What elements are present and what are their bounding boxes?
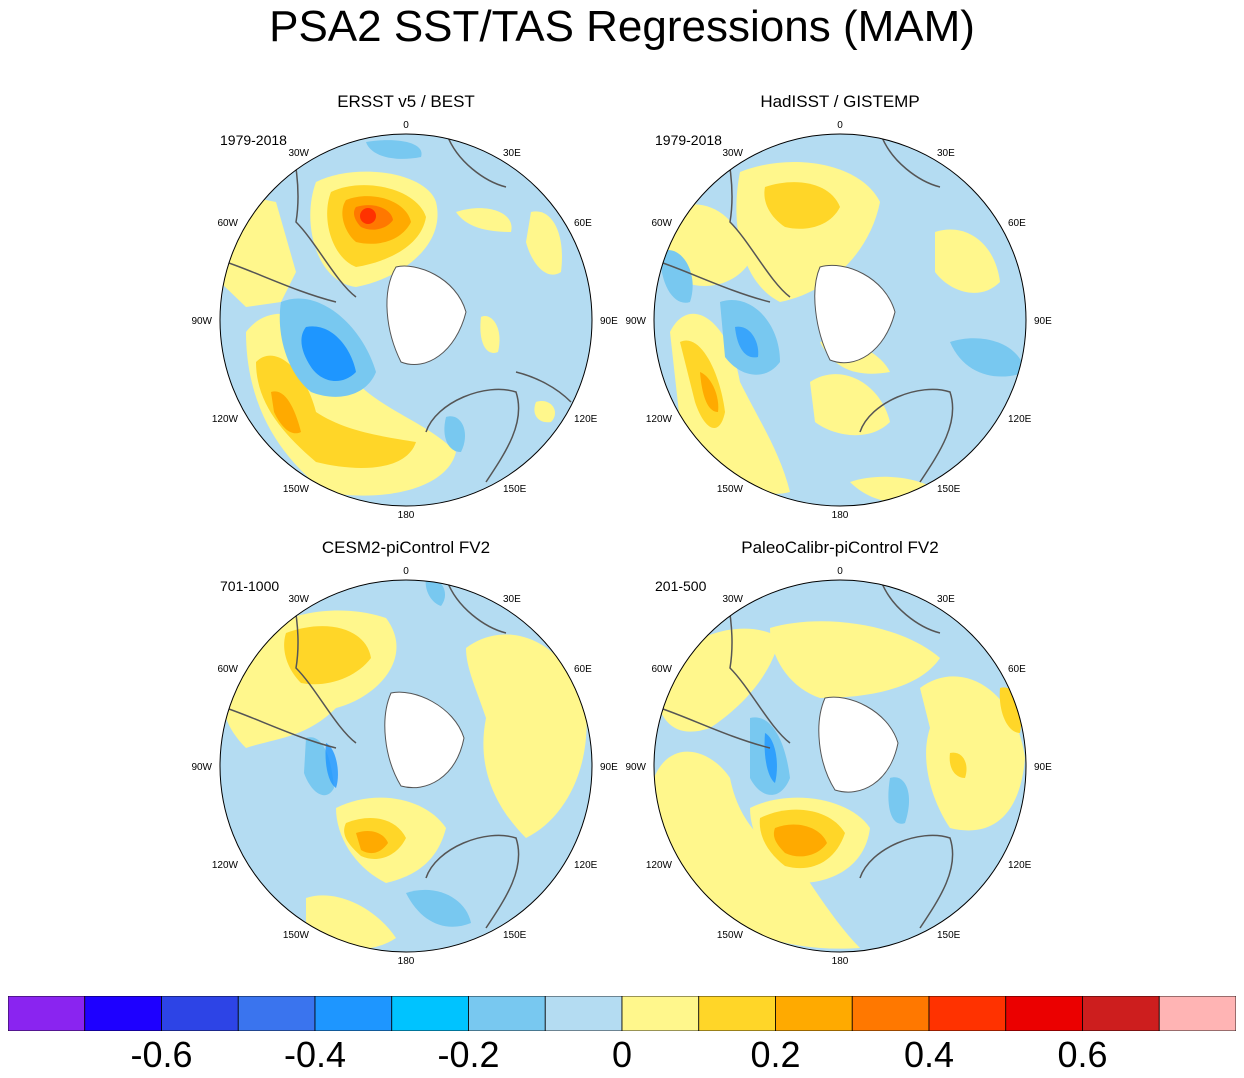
lon-label: 90E (1034, 762, 1052, 773)
lon-label: 180 (832, 510, 849, 521)
colorbar-box (84, 996, 162, 1031)
lon-label: 90W (625, 316, 646, 327)
lon-label: 150E (503, 484, 527, 495)
colorbar-tick-label: 0.2 (750, 1034, 801, 1075)
lon-label: 120E (574, 414, 598, 425)
longitude-labels: 0 30E 60E 90E 120E 150E 180 150W 120W 90… (625, 120, 1052, 521)
colorbar-box (161, 996, 239, 1031)
lon-label: 30E (937, 594, 955, 605)
colorbar-box (1082, 996, 1160, 1031)
colorbar-tick-label: -0.6 (130, 1034, 193, 1075)
lon-label: 150E (503, 930, 527, 941)
colorbar-tick-label: 0 (611, 1034, 633, 1075)
longitude-labels: 0 30E 60E 90E 120E 150E 180 150W 120W 90… (191, 566, 618, 967)
map-panel-hadisst-gistemp: HadISST / GISTEMP 1979-2018 (620, 92, 1060, 532)
lon-label: 60E (1008, 664, 1026, 675)
page-title: PSA2 SST/TAS Regressions (MAM) (269, 2, 975, 51)
lon-label: 60W (651, 664, 672, 675)
map-panel-paleocalibr-picontrol: PaleoCalibr-piControl FV2 201-500 0 (620, 538, 1060, 978)
lon-label: 120E (1008, 414, 1032, 425)
lon-label: 150W (283, 930, 310, 941)
panel-period: 1979-2018 (655, 132, 722, 148)
lon-label: 120E (1008, 860, 1032, 871)
lon-label: 90W (191, 762, 212, 773)
panel-title: CESM2-piControl FV2 (321, 538, 491, 557)
colorbar-box (1005, 996, 1083, 1031)
lon-label: 120W (212, 414, 239, 425)
lon-label: 120E (574, 860, 598, 871)
map-panel-cesm2-picontrol: CESM2-piControl FV2 701-1000 0 30E (186, 538, 626, 978)
colorbar-box (621, 996, 700, 1031)
lon-label: 60E (574, 218, 592, 229)
lon-label: 90W (191, 316, 212, 327)
map-panel-ersst-best: ERSST v5 / BEST 1979-2018 (186, 92, 626, 532)
lon-label: 150E (937, 930, 961, 941)
panel-title: PaleoCalibr-piControl FV2 (741, 538, 939, 557)
lon-label: 60E (574, 664, 592, 675)
longitude-labels: 0 30E 60E 90E 120E 150E 180 150W 120W 90… (625, 566, 1052, 967)
colorbar-box (544, 996, 623, 1031)
lon-label: 180 (398, 510, 415, 521)
lon-label: 150E (937, 484, 961, 495)
lon-label: 30E (937, 148, 955, 159)
lon-label: 30E (503, 148, 521, 159)
panel-title: HadISST / GISTEMP (760, 92, 920, 111)
longitude-labels: 0 30E 60E 90E 120E 150E 180 150W 120W 90… (191, 120, 618, 521)
lon-label: 0 (403, 566, 409, 577)
lon-label: 30W (288, 148, 309, 159)
colorbar-box (698, 996, 776, 1031)
lon-label: 0 (837, 120, 843, 131)
colorbar-box (468, 996, 546, 1031)
lon-label: 60W (651, 218, 672, 229)
lon-label: 180 (398, 956, 415, 967)
lon-label: 120W (212, 860, 239, 871)
polar-map: 0 30E 60E 90E 120E 150E 180 150W 120W 90… (625, 566, 1052, 967)
lon-label: 30W (288, 594, 309, 605)
lon-label: 0 (403, 120, 409, 131)
lon-label: 90W (625, 762, 646, 773)
colorbar-tick-label: 0.6 (1057, 1034, 1108, 1075)
colorbar-box (314, 996, 393, 1031)
colorbar-box (928, 996, 1007, 1031)
lon-label: 30W (722, 594, 743, 605)
colorbar-box (851, 996, 930, 1031)
lon-label: 90E (600, 762, 618, 773)
colorbar-box (391, 996, 469, 1031)
polar-map: 0 30E 60E 90E 120E 150E 180 150W 120W 90… (191, 120, 618, 521)
lon-label: 0 (837, 566, 843, 577)
panel-period: 1979-2018 (220, 132, 287, 148)
lon-label: 60E (1008, 218, 1026, 229)
colorbar-box (237, 996, 316, 1031)
colorbar-box (775, 996, 853, 1031)
lon-label: 90E (600, 316, 618, 327)
lon-label: 30W (722, 148, 743, 159)
panel-period: 701-1000 (220, 578, 280, 594)
colorbar-tick-label: -0.2 (437, 1034, 500, 1075)
panel-title: ERSST v5 / BEST (337, 92, 475, 111)
polar-map: 0 30E 60E 90E 120E 150E 180 150W 120W 90… (625, 120, 1052, 521)
panel-period: 201-500 (655, 578, 707, 594)
lon-label: 30E (503, 594, 521, 605)
lon-label: 120W (646, 860, 673, 871)
lon-label: 90E (1034, 316, 1052, 327)
lon-label: 150W (717, 930, 744, 941)
lon-label: 60W (217, 218, 238, 229)
lon-label: 180 (832, 956, 849, 967)
lon-label: 150W (283, 484, 310, 495)
colorbar-box (1158, 996, 1236, 1031)
colorbar (8, 996, 1236, 1031)
lon-label: 120W (646, 414, 673, 425)
lon-label: 150W (717, 484, 744, 495)
colorbar-tick-label: -0.4 (283, 1034, 347, 1075)
polar-map: 0 30E 60E 90E 120E 150E 180 150W 120W 90… (191, 566, 618, 967)
colorbar-tick-label: 0.4 (903, 1034, 955, 1075)
lon-label: 60W (217, 664, 238, 675)
colorbar-box (8, 996, 86, 1031)
